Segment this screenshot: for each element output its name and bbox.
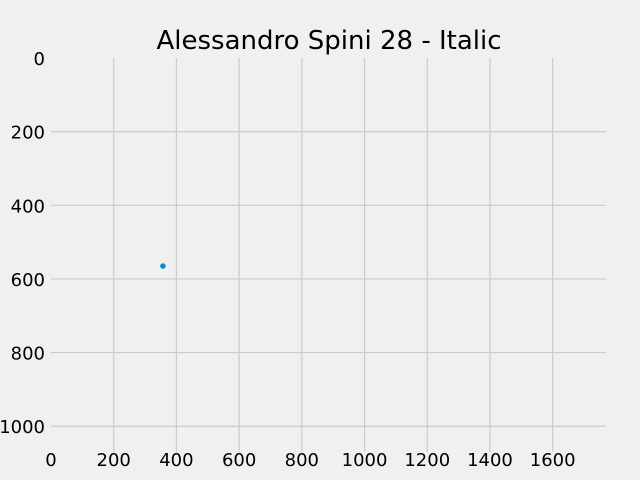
x-tick-label: 1200 — [404, 450, 450, 471]
data-points — [160, 263, 166, 269]
data-point — [160, 263, 166, 269]
y-tick-label: 200 — [11, 123, 45, 144]
grid-lines — [51, 58, 606, 452]
y-tick-label: 0 — [34, 49, 45, 70]
y-tick-label: 600 — [11, 270, 45, 291]
tick-labels: 0 200 400 600 800 1000 1200 1400 1600 0 200 400 600 8… — [0, 49, 576, 471]
chart-title: Alessandro Spini 28 - Italic — [156, 26, 501, 56]
x-tick-label: 1600 — [530, 450, 576, 471]
x-tick-label: 600 — [222, 450, 256, 471]
y-tick-label: 400 — [11, 196, 45, 217]
x-tick-label: 0 — [45, 450, 56, 471]
x-tick-label: 800 — [285, 450, 319, 471]
y-tick-label: 1000 — [0, 417, 45, 438]
x-tick-label: 400 — [159, 450, 193, 471]
x-tick-label: 1000 — [342, 450, 388, 471]
y-tick-label: 800 — [11, 344, 45, 365]
x-tick-label: 200 — [97, 450, 131, 471]
x-tick-label: 1400 — [467, 450, 513, 471]
